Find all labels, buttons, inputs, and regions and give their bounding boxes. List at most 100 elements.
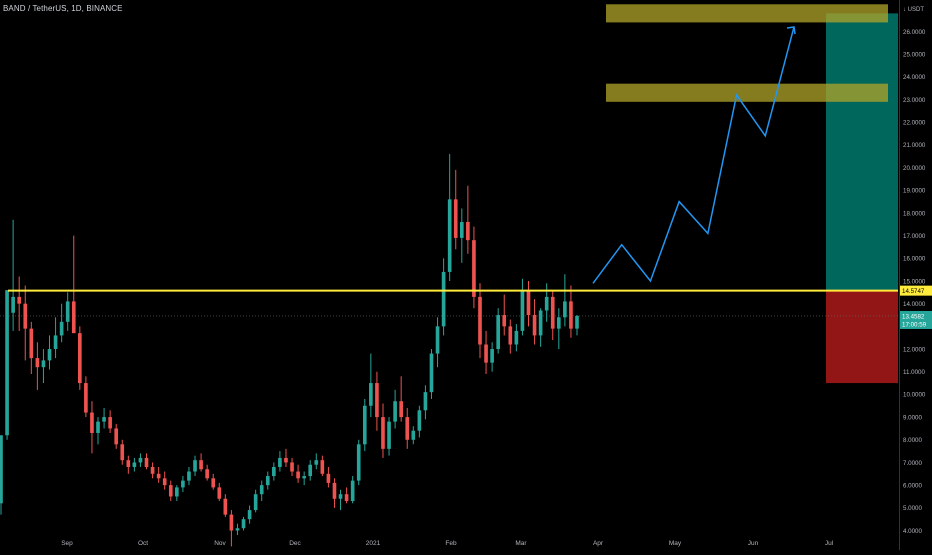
candle [508,320,512,354]
candle [23,286,27,361]
candle-body [369,383,373,406]
candle [539,308,543,347]
candle [72,236,76,334]
projection-path[interactable] [593,27,795,283]
candle [236,524,240,535]
candle-body [484,345,488,363]
candle [442,258,446,335]
candle-body [551,297,555,329]
candle [490,342,494,371]
candle [430,349,434,399]
candle-body [217,487,221,498]
candle [502,295,506,336]
candle [333,478,337,507]
candle [466,186,470,254]
candle [521,279,525,336]
candle [175,485,179,501]
price-tick-label: 26.0000 [903,29,926,36]
candle-body [454,199,458,238]
candle [351,476,355,503]
candle [90,401,94,453]
candle [563,274,567,326]
candle [575,315,579,335]
candle [375,372,379,431]
candle-body [254,494,258,510]
candle [29,322,33,374]
candle [254,490,258,513]
candle-body [539,310,543,335]
candle-body [23,304,27,329]
candle-body [224,499,228,515]
candle-body [163,478,167,485]
price-tick-label: 9.0000 [903,414,922,421]
candle-body [181,481,185,488]
candle-body [17,297,21,304]
candle-body [296,472,300,479]
last-price-label: 13.4582 [902,313,925,320]
candle-body [133,462,137,467]
candle-body [466,222,470,240]
candle [199,453,203,471]
candle-body [260,485,264,494]
candle-body [533,315,537,335]
axis-currency-label: ↓ USDT [903,7,924,13]
candle [381,403,385,457]
candle [327,467,331,487]
candle [96,417,100,444]
candle-body [314,460,318,465]
candle-body [430,354,434,393]
candle-body [48,349,52,360]
candle [557,308,561,349]
candle [242,517,246,531]
candle-body [448,199,452,272]
price-tick-label: 12.0000 [903,346,926,353]
candle [17,276,21,330]
candle [405,408,409,449]
candle [108,410,112,433]
candle-body [205,469,209,478]
candle [296,465,300,483]
profit-zone [826,13,898,290]
candle [169,481,173,501]
candle [193,456,197,476]
candle [0,435,3,514]
price-axis[interactable]: ↓ USDT26.000025.000024.000023.000022.000… [900,0,932,550]
candle [114,424,118,449]
price-tick-label: 7.0000 [903,460,922,467]
candle-body [357,444,361,480]
candle-body [145,458,149,467]
price-tick-label: 22.0000 [903,120,926,127]
candle [484,331,488,374]
symbol-title: BAND / TetherUS, 1D, BINANCE [3,4,123,13]
candle [5,290,9,440]
candle [551,290,555,340]
price-tick-label: 17.0000 [903,233,926,240]
candle [363,399,367,451]
candle-body [187,472,191,481]
candle-body [242,519,246,528]
candle-body [90,413,94,433]
candle-body [399,401,403,417]
candle [460,208,464,262]
candle-body [496,315,500,349]
candle [230,510,234,546]
candle-body [424,392,428,410]
candle [211,474,215,490]
candle-body [521,290,525,331]
price-tick-label: 16.0000 [903,256,926,263]
candle-body [302,476,306,478]
candle [569,286,573,338]
candle [284,449,288,467]
candle-body [290,462,294,471]
candle-body [193,460,197,471]
candle [339,490,343,510]
price-tick-label: 10.0000 [903,392,926,399]
candle [418,406,422,438]
candle-body [345,494,349,501]
candle-body [478,297,482,345]
candle [102,408,106,428]
candle [11,220,15,331]
